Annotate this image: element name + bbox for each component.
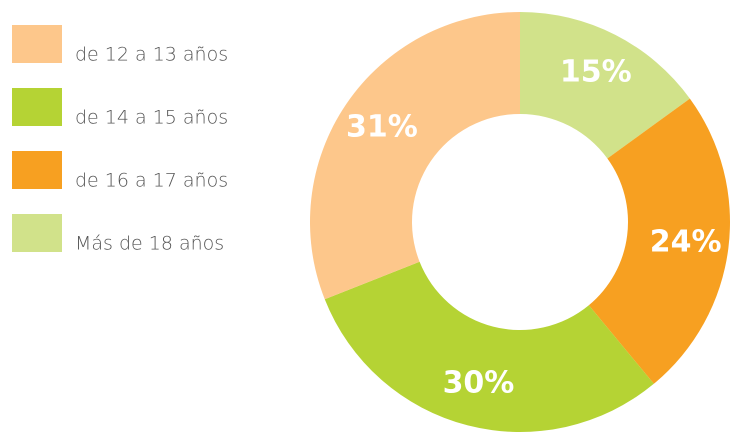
- donut-slice: [520, 12, 690, 159]
- value-label: 31%: [346, 110, 418, 145]
- legend-label: de 14 a 15 años: [75, 107, 228, 129]
- donut-slice: [324, 261, 654, 432]
- legend-label: Más de 18 años: [75, 233, 224, 255]
- legend-label: de 16 a 17 años: [75, 170, 228, 192]
- legend-swatch: [12, 25, 62, 63]
- value-label: 15%: [560, 55, 632, 90]
- donut-slice: [588, 98, 730, 384]
- value-label: 24%: [650, 224, 722, 259]
- legend-swatch: [12, 88, 62, 126]
- donut-slice: [310, 12, 520, 300]
- value-label: 30%: [443, 365, 515, 400]
- legend-label: de 12 a 13 años: [75, 44, 228, 66]
- legend-swatch: [12, 151, 62, 189]
- legend-swatch: [12, 214, 62, 252]
